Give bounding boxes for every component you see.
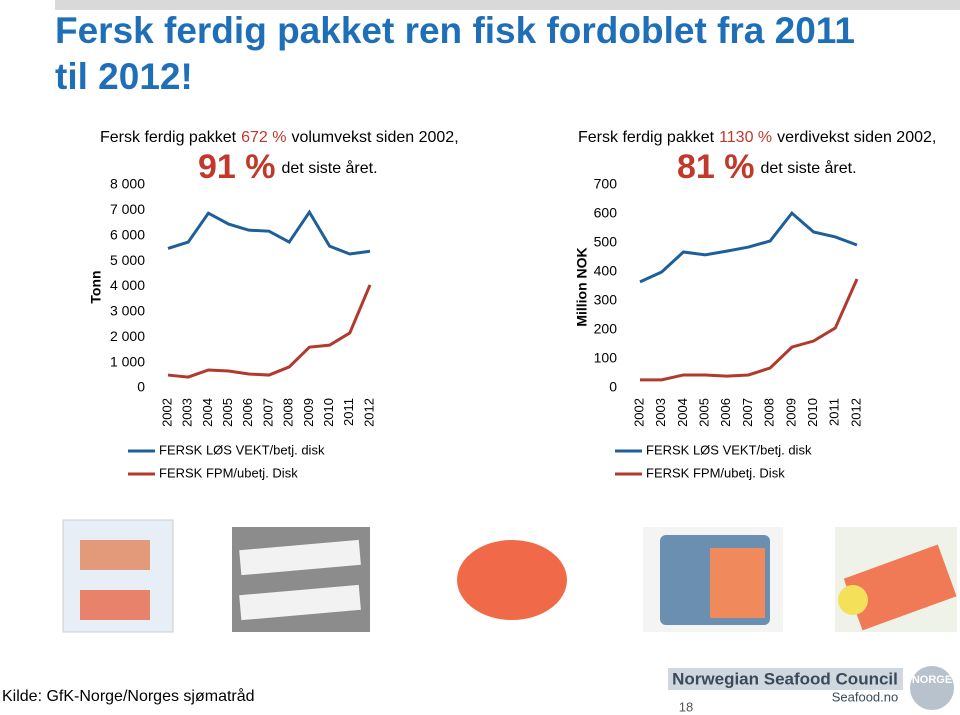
y-tick-label: 100	[594, 350, 618, 366]
x-tick-label: 2011	[827, 398, 842, 426]
y-tick-label: 200	[594, 321, 618, 337]
legend-label: FERSK FPM/ubetj. Disk	[646, 465, 785, 480]
photo	[239, 584, 361, 621]
y-tick-label: 3 000	[110, 303, 145, 319]
annotation: 81 % det siste året.	[677, 148, 857, 186]
x-tick-label: 2012	[848, 398, 863, 427]
line	[167, 284, 372, 379]
x-tick-label: 2002	[159, 398, 174, 427]
annotation-text: det siste året.	[282, 159, 378, 177]
y-tick-label: 1 000	[110, 353, 145, 369]
photo	[457, 540, 567, 620]
y-tick-label: 300	[594, 292, 618, 308]
x-tick-label: 2012	[361, 398, 376, 427]
y-tick-label: 5 000	[110, 252, 145, 268]
x-tick-label: 2006	[718, 398, 733, 427]
y-tick-label: 0	[137, 379, 145, 395]
legend-label: FERSK LØS VEKT/betj. disk	[646, 442, 812, 457]
photo	[80, 590, 150, 620]
photo	[838, 585, 868, 615]
chart-subtitle: Fersk ferdig pakket 672 % volumvekst siden…	[100, 129, 459, 146]
subtitle-text: verdivekst siden 2002,	[777, 129, 936, 146]
x-tick-label: 2008	[762, 398, 777, 427]
top-bar	[55, 0, 960, 10]
x-tick-label: 2005	[697, 398, 712, 427]
subtitle-value: 1130 %	[719, 129, 772, 146]
source: Kilde: GfK-Norge/Norges sjømatråd	[2, 687, 255, 705]
photo	[80, 540, 150, 570]
photo	[710, 548, 765, 618]
x-tick-label: 2009	[783, 398, 798, 427]
logo-url: Seafood.no	[832, 689, 899, 704]
x-tick-label: 2010	[805, 398, 820, 427]
line	[167, 209, 371, 256]
x-tick-label: 2006	[240, 398, 255, 427]
chart-subtitle: Fersk ferdig pakket 1130 % verdivekst side…	[578, 129, 936, 146]
y-tick-label: 600	[594, 205, 618, 221]
badge	[910, 666, 954, 710]
x-tick-label: 2004	[675, 398, 690, 427]
badge-text: NORGE	[912, 674, 952, 686]
x-tick-label: 2007	[260, 398, 275, 427]
y-tick-label: 700	[594, 176, 618, 192]
photo	[239, 539, 361, 576]
page-number: 18	[679, 699, 693, 714]
x-tick-label: 2003	[180, 398, 195, 427]
legend-label: FERSK LØS VEKT/betj. disk	[159, 442, 325, 457]
y-tick-label: 500	[594, 234, 618, 250]
y-tick-label: 8 000	[110, 176, 145, 192]
y-tick-label: 400	[594, 263, 618, 279]
x-tick-label: 2005	[220, 398, 235, 427]
x-tick-label: 2004	[200, 398, 215, 427]
subtitle-text: Fersk ferdig pakket	[100, 129, 237, 146]
x-tick-label: 2008	[281, 398, 296, 427]
legend-label: FERSK FPM/ubetj. Disk	[159, 465, 298, 480]
logo: Norwegian Seafood Council	[672, 669, 898, 688]
x-tick-label: 2010	[321, 398, 336, 427]
y-axis-label: Tonn	[88, 270, 104, 303]
slide-title: Fersk ferdig pakket ren fisk fordoblet f…	[55, 10, 855, 97]
x-tick-label: 2003	[653, 398, 668, 427]
subtitle-text: volumvekst siden 2002,	[291, 129, 458, 146]
line	[640, 278, 859, 382]
annotation-value: 81 %	[677, 148, 755, 186]
y-tick-label: 7 000	[110, 201, 145, 217]
subtitle-value: 672 %	[241, 129, 286, 146]
x-tick-label: 2002	[631, 398, 646, 427]
subtitle-text: Fersk ferdig pakket	[578, 129, 715, 146]
line	[639, 210, 858, 284]
y-tick-label: 6 000	[110, 226, 145, 242]
annotation-text: det siste året.	[761, 159, 857, 177]
annotation-value: 91 %	[198, 148, 276, 186]
annotation: 91 % det siste året.	[198, 148, 378, 186]
y-tick-label: 4 000	[110, 277, 145, 293]
x-tick-label: 2007	[740, 398, 755, 427]
x-tick-label: 2009	[301, 398, 316, 427]
y-axis-label: Million NOK	[574, 247, 590, 326]
y-tick-label: 2 000	[110, 328, 145, 344]
logo-box	[668, 668, 903, 690]
x-tick-label: 2011	[341, 398, 356, 426]
photo	[843, 544, 957, 631]
y-tick-label: 0	[609, 379, 617, 395]
